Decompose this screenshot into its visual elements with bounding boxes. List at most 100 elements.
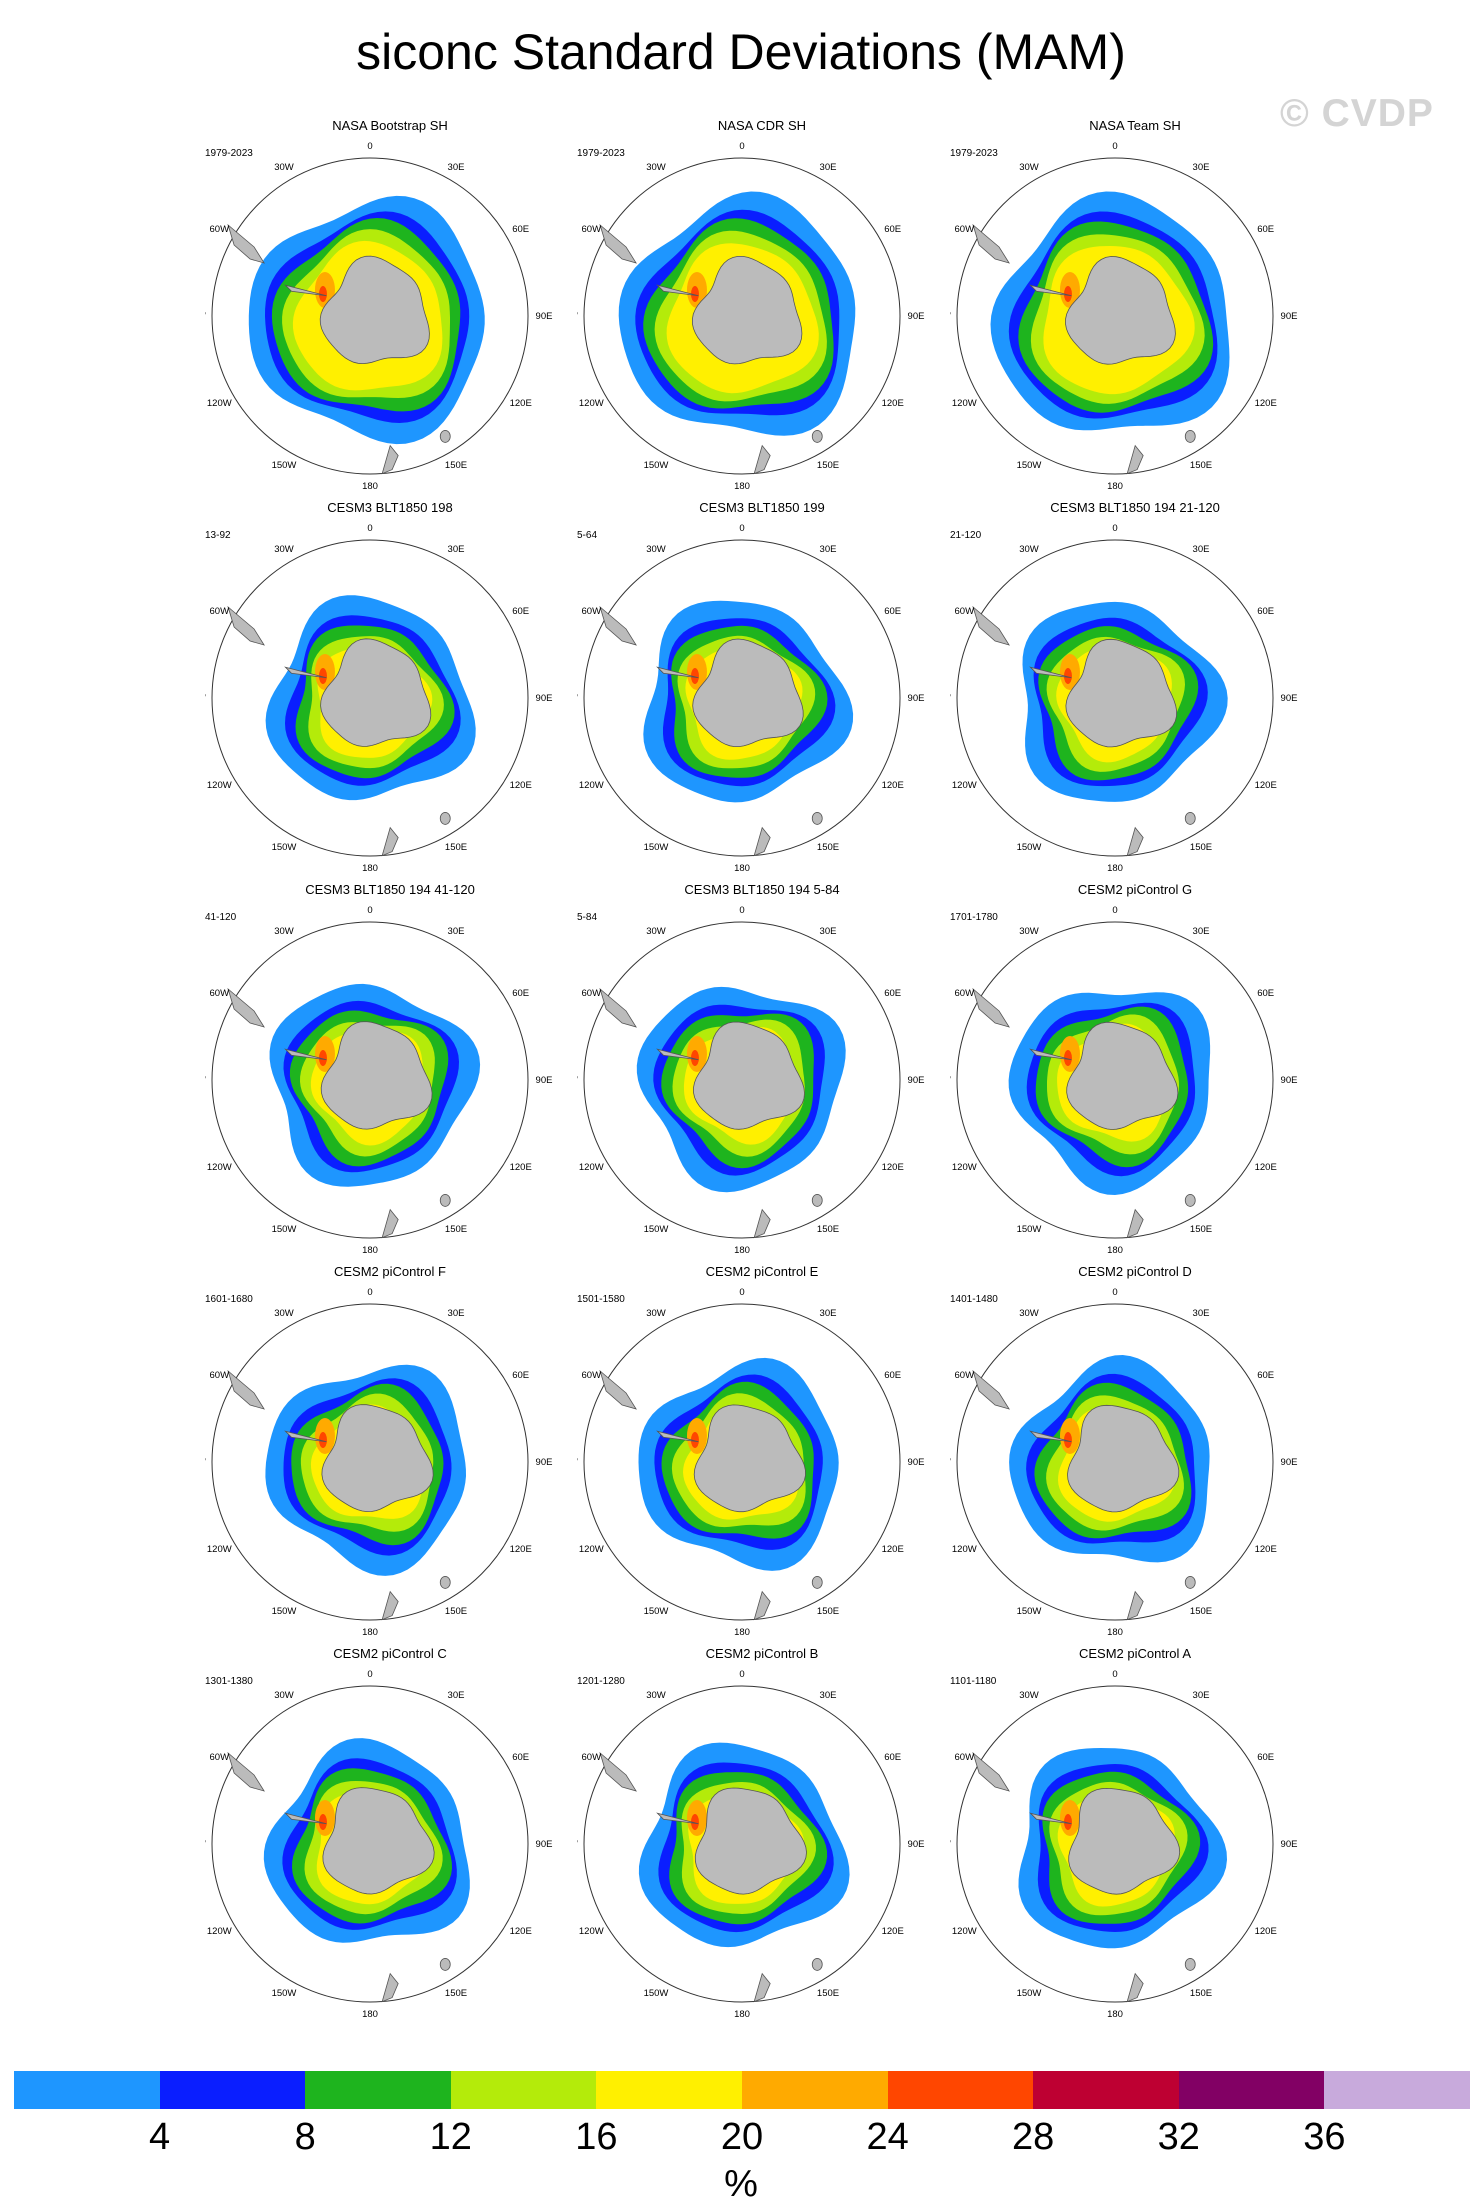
polar-map: 0 30E 60E 90E 120E 150E 180 150W 120W 90W 60W 30W <box>205 523 552 874</box>
tasmania-landmass <box>811 1194 823 1207</box>
longitude-label: 0 <box>739 141 744 152</box>
antarctic-peninsula <box>1029 284 1072 297</box>
longitude-label: 30E <box>820 162 837 173</box>
panel-period: 1201-1280 <box>577 1676 625 1687</box>
longitude-label: 180 <box>734 2009 750 2020</box>
longitude-label: 120E <box>510 1544 532 1555</box>
longitude-label: 120W <box>207 780 232 791</box>
polar-map: 0 30E 60E 90E 120E 150E 180 150W 120W 90W 60W 30W <box>577 141 924 492</box>
new-zealand-landmass <box>381 1972 399 2003</box>
panel-period: 13-92 <box>205 530 231 541</box>
longitude-label: 90E <box>536 311 553 322</box>
new-zealand-landmass <box>1126 444 1144 475</box>
panel-title: NASA Bootstrap SH <box>332 118 448 133</box>
longitude-label: 0 <box>367 1669 372 1680</box>
longitude-label: 150E <box>1190 460 1212 471</box>
longitude-label: 120E <box>882 398 904 409</box>
longitude-label: 0 <box>1112 1669 1117 1680</box>
panel-title: CESM3 BLT1850 194 41-120 <box>305 882 475 897</box>
panel-period: 5-84 <box>577 912 598 923</box>
panel-period: 1979-2023 <box>950 148 998 159</box>
panel-title: CESM3 BLT1850 199 <box>699 500 825 515</box>
longitude-label: 120E <box>510 1162 532 1173</box>
panel-title: NASA Team SH <box>1089 118 1181 133</box>
longitude-label: 150W <box>644 1606 669 1617</box>
antarctica-landmass <box>322 1787 435 1895</box>
longitude-label: 60E <box>1257 1752 1274 1763</box>
main-title: siconc Standard Deviations (MAM) <box>356 24 1126 80</box>
longitude-label: 90W <box>950 1075 951 1086</box>
longitude-label: 90W <box>577 311 578 322</box>
longitude-label: 150W <box>272 1988 297 1999</box>
tasmania-landmass <box>811 812 823 825</box>
longitude-label: 60W <box>210 224 230 235</box>
longitude-label: 30E <box>820 1308 837 1319</box>
longitude-label: 120W <box>207 398 232 409</box>
longitude-label: 150W <box>644 460 669 471</box>
longitude-label: 150W <box>1017 1988 1042 1999</box>
south-america-landmass <box>227 223 265 264</box>
high-variability-spot <box>1063 668 1072 684</box>
high-variability-spot <box>1063 1050 1072 1066</box>
antarctic-peninsula <box>656 1048 699 1061</box>
longitude-label: 150E <box>445 842 467 853</box>
colorbar-segment <box>1324 2071 1470 2109</box>
tasmania-landmass <box>1184 812 1196 825</box>
longitude-label: 120W <box>952 1544 977 1555</box>
south-america-landmass <box>972 605 1010 646</box>
antarctica-landmass <box>1066 1021 1179 1130</box>
polar-map: 0 30E 60E 90E 120E 150E 180 150W 120W 90W 60W 30W <box>577 523 924 874</box>
longitude-label: 150W <box>1017 460 1042 471</box>
longitude-label: 180 <box>362 481 378 492</box>
polar-map: 0 30E 60E 90E 120E 150E 180 150W 120W 90W 60W 30W <box>205 1287 552 1638</box>
map-panel: CESM2 piControl D 1401-1480 0 30E 60E 90E 120E… <box>950 1264 1430 1648</box>
map-panel: CESM2 piControl A 1101-1180 0 30E 60E 90E 120E… <box>950 1646 1430 2030</box>
longitude-label: 180 <box>1107 481 1123 492</box>
longitude-label: 90W <box>205 1839 206 1850</box>
longitude-label: 60E <box>884 224 901 235</box>
map-panel: NASA Team SH 1979-2023 0 30E 60E 90E 120E 150E 1… <box>950 118 1430 502</box>
south-america-landmass <box>972 1751 1010 1792</box>
longitude-label: 120W <box>207 1926 232 1937</box>
longitude-label: 60W <box>582 606 602 617</box>
panel-period: 1401-1480 <box>950 1294 998 1305</box>
longitude-label: 90W <box>205 1457 206 1468</box>
longitude-label: 150E <box>817 1988 839 1999</box>
tasmania-landmass <box>1184 1194 1196 1207</box>
panel-title: CESM2 piControl G <box>1077 882 1193 897</box>
new-zealand-landmass <box>753 1590 771 1621</box>
south-america-landmass <box>599 223 637 264</box>
colorbar-segment <box>1033 2071 1179 2109</box>
longitude-label: 30E <box>1193 1308 1210 1319</box>
longitude-label: 120W <box>207 1544 232 1555</box>
longitude-label: 150E <box>445 1988 467 1999</box>
antarctic-peninsula <box>1029 1812 1072 1825</box>
longitude-label: 150W <box>272 460 297 471</box>
longitude-label: 60W <box>210 1752 230 1763</box>
longitude-label: 60W <box>582 1370 602 1381</box>
longitude-label: 150W <box>1017 1606 1042 1617</box>
antarctica-landmass <box>320 1021 433 1130</box>
longitude-label: 30W <box>646 1308 666 1319</box>
longitude-label: 120W <box>952 1162 977 1173</box>
longitude-label: 150W <box>1017 1224 1042 1235</box>
longitude-label: 0 <box>1112 905 1117 916</box>
longitude-label: 60E <box>512 988 529 999</box>
map-panel: CESM3 BLT1850 194 21-120 21-120 0 30E 60E 90E… <box>950 500 1430 884</box>
colorbar-tick-label: 16 <box>575 2116 618 2158</box>
longitude-label: 90E <box>1281 1075 1298 1086</box>
antarctica-landmass <box>692 638 804 747</box>
longitude-label: 180 <box>734 1245 750 1256</box>
longitude-label: 90W <box>205 693 206 704</box>
longitude-label: 60W <box>955 224 975 235</box>
longitude-label: 120W <box>952 1926 977 1937</box>
longitude-label: 90W <box>205 311 206 322</box>
longitude-label: 150W <box>644 1224 669 1235</box>
south-america-landmass <box>599 1369 637 1410</box>
longitude-label: 0 <box>367 905 372 916</box>
longitude-label: 0 <box>739 523 744 534</box>
polar-map: 0 30E 60E 90E 120E 150E 180 150W 120W 90W 60W 30W <box>577 905 924 1256</box>
antarctic-peninsula <box>284 1430 327 1443</box>
longitude-label: 90W <box>577 1075 578 1086</box>
antarctica-landmass <box>692 256 803 365</box>
